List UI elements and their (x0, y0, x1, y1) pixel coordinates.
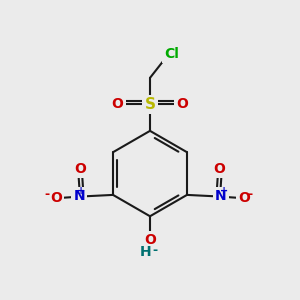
Text: H: H (140, 245, 152, 260)
Text: O: O (176, 98, 188, 111)
Text: N: N (215, 189, 226, 203)
Text: +: + (220, 186, 228, 196)
Text: -: - (248, 188, 253, 201)
Text: O: O (75, 162, 87, 176)
Text: -: - (45, 188, 50, 201)
Text: O: O (213, 162, 225, 176)
Text: O: O (144, 233, 156, 247)
Text: N: N (74, 189, 85, 203)
Text: O: O (50, 191, 62, 205)
Text: -: - (153, 244, 158, 257)
Text: Cl: Cl (164, 47, 179, 61)
Text: S: S (145, 97, 155, 112)
Text: O: O (238, 191, 250, 205)
Text: +: + (77, 186, 86, 196)
Text: O: O (112, 98, 124, 111)
